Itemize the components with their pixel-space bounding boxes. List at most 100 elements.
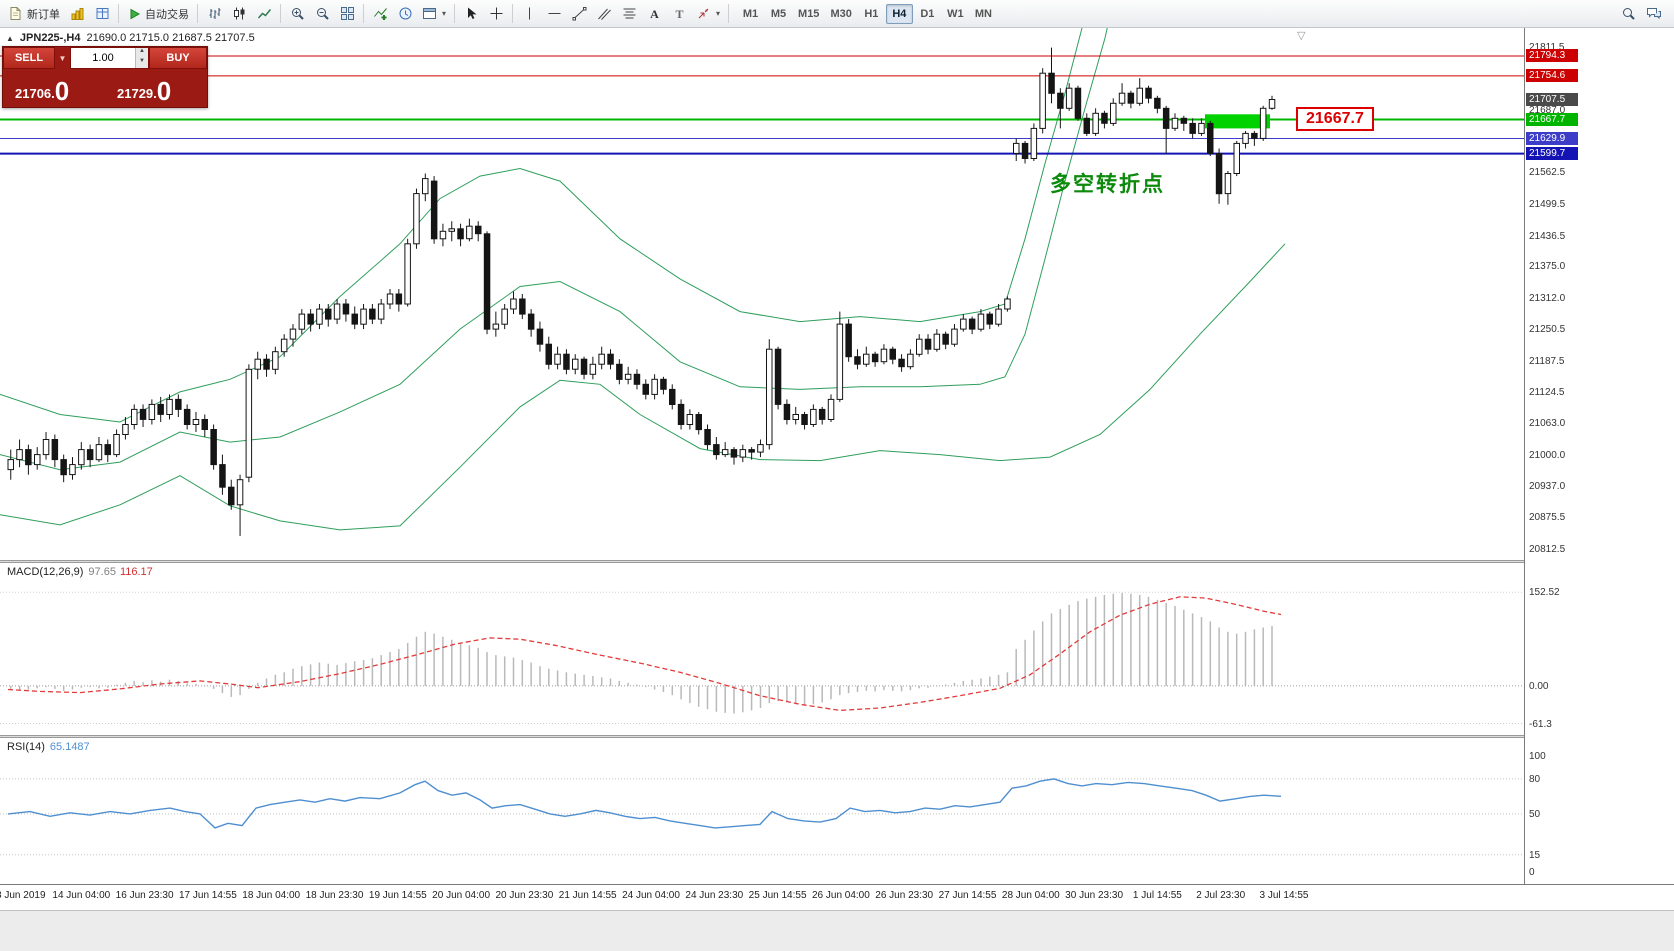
timeframe-h4-button[interactable]: H4 — [885, 3, 913, 24]
toolbar-separator — [197, 4, 198, 23]
volume-up-button[interactable]: ▲ — [136, 48, 148, 58]
volume-spinner: ▲ ▼ — [135, 48, 148, 68]
price-axis-label: 0.00 — [1529, 680, 1549, 692]
bar-chart-button[interactable] — [202, 2, 226, 25]
time-axis-label: 1 Jul 14:55 — [1132, 890, 1182, 901]
timeframe-mn-button[interactable]: MN — [974, 7, 992, 20]
panel-splitter[interactable] — [0, 560, 1674, 563]
panel-splitter[interactable] — [0, 735, 1674, 738]
buy-button[interactable]: BUY — [149, 47, 207, 69]
macd-panel[interactable]: MACD(12,26,9) 97.65 116.17 — [0, 563, 1524, 735]
zoom-in-icon — [290, 6, 305, 21]
charts-button[interactable] — [65, 2, 89, 25]
rsi-chart[interactable] — [0, 738, 1524, 884]
price-axis-label: 15 — [1529, 849, 1541, 861]
crosshair-button[interactable] — [484, 2, 508, 25]
timeframe-group: M1 M5 M15 M30 H1 H4 D1 W1 MN — [737, 3, 997, 24]
timeframe-m1-button[interactable]: M1 — [742, 7, 759, 20]
buy-price[interactable]: 21729. 0 — [105, 69, 207, 107]
zoom-out-icon — [315, 6, 330, 21]
time-axis-label: 20 Jun 23:30 — [495, 890, 554, 901]
macd-label: MACD(12,26,9) 97.65 116.17 — [5, 566, 155, 578]
horizontal-line-button[interactable] — [542, 2, 566, 25]
time-axis-label: 28 Jun 04:00 — [1001, 890, 1060, 901]
price-axis-label: 21436.5 — [1529, 230, 1566, 242]
chat-button[interactable] — [1642, 2, 1666, 25]
collapse-trade-panel-toggle[interactable]: ▲ — [6, 33, 14, 43]
label-icon: T — [672, 6, 687, 21]
volume-input[interactable] — [71, 48, 135, 68]
periods-button[interactable] — [393, 2, 417, 25]
indicators-button[interactable] — [368, 2, 392, 25]
crosshair-icon — [489, 6, 504, 21]
candlestick-button[interactable] — [227, 2, 251, 25]
macd-chart[interactable] — [0, 563, 1524, 735]
time-axis-label: 20 Jun 04:00 — [432, 890, 491, 901]
volume-down-button[interactable]: ▼ — [136, 58, 148, 68]
text-button[interactable]: A — [642, 2, 666, 25]
autotrading-label: 自动交易 — [145, 8, 189, 21]
macd-value: 97.65 — [88, 566, 116, 578]
vertical-line-button[interactable] — [517, 2, 541, 25]
autotrading-icon — [127, 7, 141, 21]
price-axis-label: 21687.0 — [1529, 104, 1566, 116]
text-icon: A — [647, 6, 662, 21]
tile-windows-icon — [340, 6, 355, 21]
time-axis-label: 25 Jun 14:55 — [748, 890, 807, 901]
time-axis[interactable]: 13 Jun 2019 14 Jun 04:00 16 Jun 23:30 17 Ju… — [0, 884, 1674, 910]
horizontal-line-icon — [547, 6, 562, 21]
time-axis-label: 17 Jun 14:55 — [178, 890, 237, 901]
channel-icon — [597, 6, 612, 21]
price-axis-label: 21375.0 — [1529, 261, 1566, 273]
price-axis-label: 21562.5 — [1529, 167, 1566, 179]
time-axis-label: 21 Jun 14:55 — [558, 890, 617, 901]
candlestick-icon — [232, 6, 247, 21]
zoom-in-button[interactable] — [285, 2, 309, 25]
timeframe-d1-button[interactable]: D1 — [920, 7, 935, 20]
rsi-panel[interactable]: RSI(14) 65.1487 — [0, 738, 1524, 884]
zoom-out-button[interactable] — [310, 2, 334, 25]
templates-caret-icon: ▾ — [442, 9, 447, 18]
timeframe-m30-button[interactable]: M30 — [830, 7, 852, 20]
templates-icon — [422, 6, 437, 21]
line-chart-button[interactable] — [252, 2, 276, 25]
time-axis-label: 16 Jun 23:30 — [115, 890, 174, 901]
sell-price[interactable]: 21706. 0 — [3, 69, 105, 107]
label-button[interactable]: T — [667, 2, 691, 25]
scroll-to-end-marker[interactable]: ▽ — [1297, 30, 1306, 42]
timeframe-m15-button[interactable]: M15 — [798, 7, 820, 20]
tile-windows-button[interactable] — [335, 2, 359, 25]
chat-icon — [1646, 6, 1662, 21]
templates-button[interactable]: ▾ — [418, 2, 450, 25]
price-axis[interactable]: 21811.5 21687.0 21562.5 21499.5 21436.5 21375… — [1524, 28, 1674, 910]
price-axis-label: 100 — [1529, 750, 1546, 762]
timeframe-w1-button[interactable]: W1 — [947, 7, 964, 20]
autotrading-button[interactable]: 自动交易 — [123, 2, 193, 25]
trendline-icon — [572, 6, 587, 21]
price-axis-tag: 21794.3 — [1526, 49, 1578, 63]
time-axis-label: 19 Jun 14:55 — [368, 890, 427, 901]
rsi-value: 65.1487 — [49, 741, 90, 753]
toolbar-separator — [454, 4, 456, 23]
volume-dropdown-caret[interactable]: ▼ — [58, 53, 67, 63]
cursor-button[interactable] — [459, 2, 483, 25]
search-button[interactable] — [1616, 2, 1640, 25]
price-axis-label: 80 — [1529, 773, 1541, 785]
new-order-button[interactable]: 新订单 — [4, 2, 64, 25]
market-watch-button[interactable] — [90, 2, 114, 25]
price-axis-label: 20875.5 — [1529, 512, 1566, 524]
arrows-button[interactable]: ▾ — [692, 2, 724, 25]
candlestick-chart[interactable] — [0, 28, 1524, 560]
rsi-name: RSI(14) — [7, 741, 45, 753]
sell-button[interactable]: SELL — [3, 47, 55, 69]
market-watch-icon — [95, 6, 110, 21]
main-chart-panel[interactable]: ▲ JPN225-,H4 21690.0 21715.0 21687.5 217… — [0, 28, 1524, 560]
timeframe-m5-button[interactable]: M5 — [770, 7, 787, 20]
timeframe-h1-button[interactable]: H1 — [864, 7, 879, 20]
channel-button[interactable] — [592, 2, 616, 25]
price-axis-tag: 21599.7 — [1526, 147, 1578, 161]
fibonacci-button[interactable] — [617, 2, 641, 25]
trendline-button[interactable] — [567, 2, 591, 25]
buy-price-small: 21729. — [117, 86, 157, 101]
